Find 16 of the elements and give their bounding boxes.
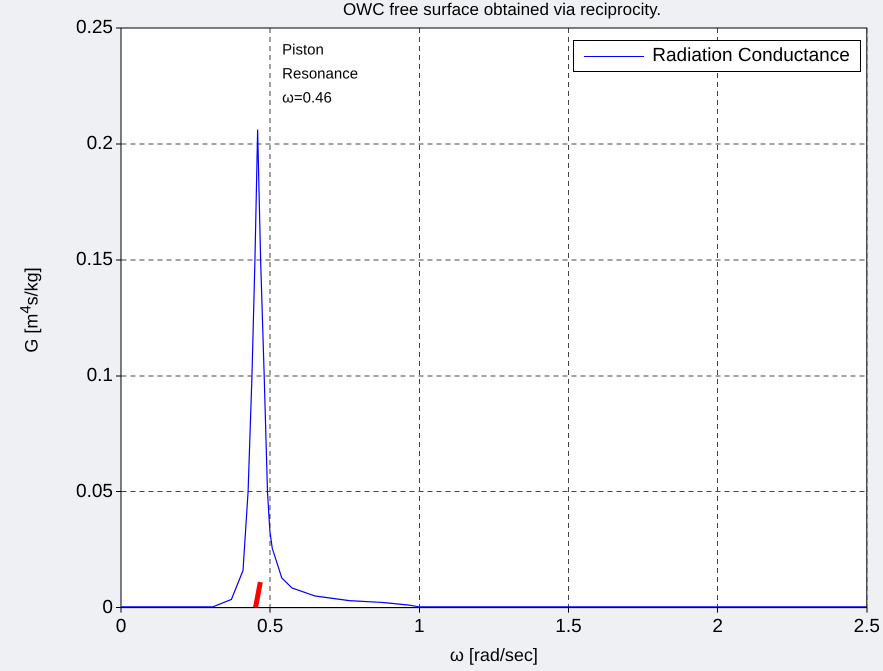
y-tick-label: 0.15 bbox=[76, 249, 113, 270]
x-tick-label: 1 bbox=[414, 616, 425, 638]
chart-title: OWC free surface obtained via reciprocity. bbox=[342, 0, 662, 20]
x-tick-label: 0.5 bbox=[256, 616, 284, 638]
x-tick-label: 0 bbox=[116, 616, 126, 638]
x-tick-label: 1.5 bbox=[555, 616, 582, 638]
y-tick-label: 0.05 bbox=[76, 480, 113, 502]
x-axis-title: ω [rad/sec] bbox=[450, 645, 538, 666]
x-tick-label: 2 bbox=[712, 616, 723, 638]
legend-label: Radiation Conductance bbox=[652, 45, 850, 67]
annotation: Piston Resonance ω=0.46 bbox=[282, 42, 358, 107]
y-tick-label: 0.2 bbox=[86, 133, 113, 154]
y-tick-label: 0.25 bbox=[76, 17, 113, 38]
y-tick-label: 0.1 bbox=[86, 364, 113, 386]
x-tick-label: 2.5 bbox=[854, 616, 880, 638]
y-tick-label: 0 bbox=[102, 596, 113, 618]
